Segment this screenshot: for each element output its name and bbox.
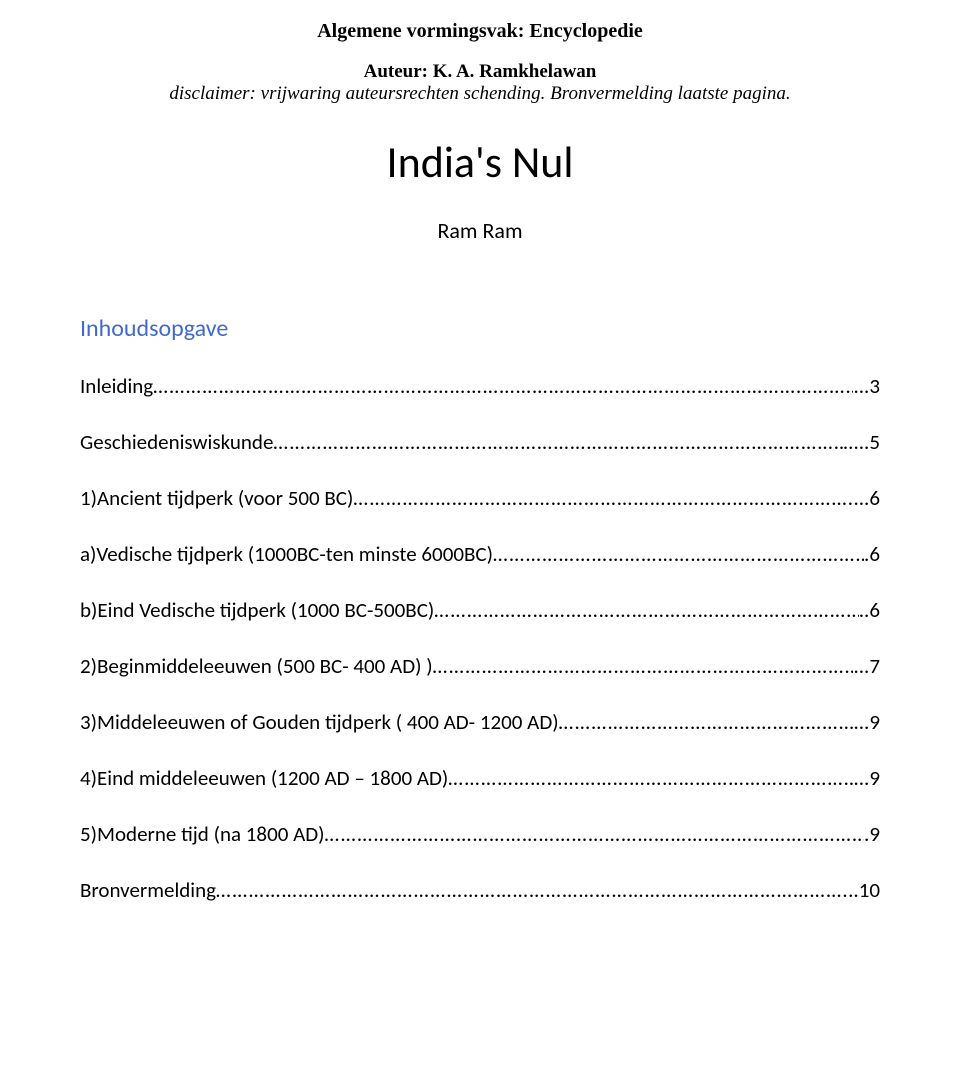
toc-entry: 4)Eind middeleeuwen (1200 AD – 1800 AD) … bbox=[80, 765, 880, 791]
toc-page: .....5 bbox=[843, 429, 880, 455]
toc-container: Inleiding ...3 Geschiedeniswiskunde .....5 1… bbox=[80, 373, 880, 903]
toc-header: Inhoudsopgave bbox=[80, 314, 880, 343]
disclaimer-text: disclaimer: vrijwaring auteursrechten sc… bbox=[80, 83, 880, 105]
toc-label: 3)Middeleeuwen of Gouden tijdperk ( 400 … bbox=[80, 709, 559, 735]
toc-dots bbox=[493, 541, 864, 567]
author-line: Auteur: K. A. Ramkhelawan bbox=[80, 61, 880, 83]
toc-page: .6 bbox=[864, 541, 880, 567]
toc-entry: b)Eind Vedische tijdperk (1000 BC-500BC)… bbox=[80, 597, 880, 623]
toc-label: Inleiding bbox=[80, 373, 153, 399]
toc-label: Geschiedeniswiskunde bbox=[80, 429, 273, 455]
toc-label: b)Eind Vedische tijdperk (1000 BC-500BC) bbox=[80, 597, 434, 623]
toc-page: ...3 bbox=[853, 373, 880, 399]
toc-label: 2)Beginmiddeleeuwen (500 BC- 400 AD) ) bbox=[80, 653, 433, 679]
toc-dots bbox=[153, 373, 853, 399]
header-title: Algemene vormingsvak: Encyclopedie bbox=[80, 20, 880, 43]
toc-page: ...9 bbox=[853, 765, 880, 791]
toc-label: 5)Moderne tijd (na 1800 AD) bbox=[80, 821, 325, 847]
main-title: India's Nul bbox=[80, 135, 880, 189]
toc-entry: 1)Ancient tijdperk (voor 500 BC) ...6 bbox=[80, 485, 880, 511]
toc-dots bbox=[448, 765, 853, 791]
toc-entry: a)Vedische tijdperk (1000BC-ten minste 6… bbox=[80, 541, 880, 567]
toc-label: Bronvermelding bbox=[80, 877, 216, 903]
toc-dots bbox=[273, 429, 842, 455]
toc-dots bbox=[353, 485, 853, 511]
toc-page: .9 bbox=[864, 821, 880, 847]
toc-page: ...9 bbox=[853, 709, 880, 735]
toc-entry: 5)Moderne tijd (na 1800 AD) .9 bbox=[80, 821, 880, 847]
toc-page: ...6 bbox=[853, 485, 880, 511]
toc-dots bbox=[433, 653, 854, 679]
subtitle: Ram Ram bbox=[80, 217, 880, 244]
toc-page: ..10 bbox=[848, 877, 880, 903]
toc-label: a)Vedische tijdperk (1000BC-ten minste 6… bbox=[80, 541, 493, 567]
toc-dots bbox=[559, 709, 854, 735]
toc-entry: Inleiding ...3 bbox=[80, 373, 880, 399]
toc-entry: Geschiedeniswiskunde .....5 bbox=[80, 429, 880, 455]
toc-entry: 3)Middeleeuwen of Gouden tijdperk ( 400 … bbox=[80, 709, 880, 735]
toc-page: ...7 bbox=[853, 653, 880, 679]
toc-dots bbox=[434, 597, 858, 623]
toc-page: ..6 bbox=[859, 597, 880, 623]
toc-entry: 2)Beginmiddeleeuwen (500 BC- 400 AD) )..… bbox=[80, 653, 880, 679]
toc-entry: Bronvermelding ..10 bbox=[80, 877, 880, 903]
toc-dots bbox=[216, 877, 848, 903]
toc-dots bbox=[325, 821, 865, 847]
toc-label: 1)Ancient tijdperk (voor 500 BC) bbox=[80, 485, 353, 511]
toc-label: 4)Eind middeleeuwen (1200 AD – 1800 AD) bbox=[80, 765, 448, 791]
